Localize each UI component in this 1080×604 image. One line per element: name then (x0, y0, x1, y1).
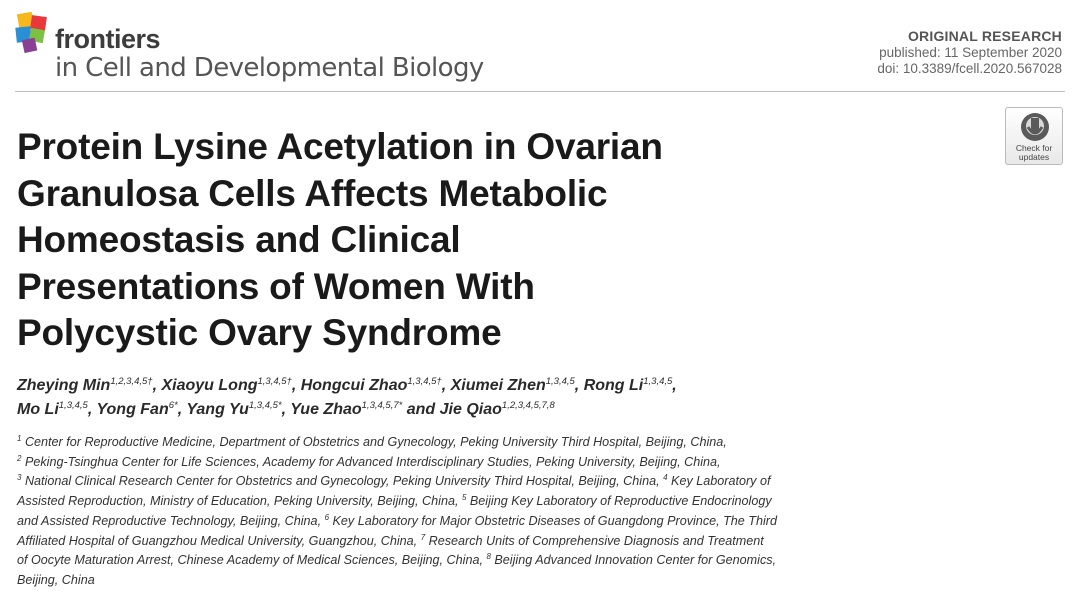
check-for-updates-label: Check for updates (1015, 143, 1053, 162)
author-affiliation-marks: 1,3,4,5† (257, 376, 292, 387)
doi-link[interactable]: doi: 10.3389/fcell.2020.567028 (877, 61, 1062, 76)
affiliation-3: National Clinical Research Center for Ob… (24, 474, 664, 489)
title-line: Homeostasis and Clinical (17, 219, 461, 260)
author-affiliation-marks: 1,2,3,4,5† (110, 376, 153, 387)
frontiers-logo-icon (15, 12, 47, 54)
affiliation-2: Peking-Tsinghua Center for Life Sciences… (24, 454, 721, 469)
author-name[interactable]: Yang Yu (186, 401, 249, 418)
published-date: published: 11 September 2020 (879, 45, 1062, 60)
author-name[interactable]: Mo Li (17, 401, 59, 418)
check-for-updates-icon (1021, 113, 1049, 141)
author-affiliation-marks: 1,3,4,5 (545, 376, 575, 387)
affiliation-6: Key Laboratory for Major Obstetric Disea… (17, 513, 778, 548)
affiliation-1: Center for Reproductive Medicine, Depart… (24, 435, 727, 449)
author-name[interactable]: Hongcui Zhao (300, 377, 408, 394)
author-affiliation-marks: 1,2,3,4,5,7,8 (501, 400, 555, 411)
affiliations: 1 Center for Reproductive Medicine, Depa… (17, 434, 778, 587)
author-affiliation-marks: 1,3,4,5† (407, 376, 442, 387)
affiliation-8: Beijing Advanced Innovation Center for G… (17, 553, 777, 587)
title-line: Presentations of Women With (17, 265, 535, 307)
author-affiliation-marks: 1,3,4,5 (643, 376, 673, 387)
author-affiliation-marks: 1,3,4,5 (58, 400, 88, 411)
article-meta: ORIGINAL RESEARCH published: 11 Septembe… (877, 28, 1062, 76)
affiliation-4: Key Laboratory of Assisted Reproduction,… (17, 474, 771, 509)
author-line: Mo Li1,3,4,5, Yong Fan6*, Yang Yu1,3,4,5… (17, 400, 555, 418)
check-for-updates-button[interactable]: Check for updates (1005, 107, 1063, 165)
author-list: Zheying Min1,2,3,4,5†, Xiaoyu Long1,3,4,… (17, 374, 777, 422)
title-line: Polycystic Ovary Syndrome (17, 312, 502, 353)
author-line: Zheying Min1,2,3,4,5†, Xiaoyu Long1,3,4,… (17, 376, 677, 394)
title-line: Protein Lysine Acetylation in Ovarian (17, 126, 663, 167)
author-affiliation-marks: 1,3,4,5,7* (361, 400, 403, 411)
author-affiliation-marks: 6* (168, 400, 178, 411)
article-type: ORIGINAL RESEARCH (907, 28, 1062, 44)
author-name[interactable]: Xiaoyu Long (161, 377, 258, 394)
article-title: Protein Lysine Acetylation in Ovarian Gr… (17, 124, 797, 357)
author-name[interactable]: Jie Qiao (439, 401, 502, 418)
affiliation-5: Beijing Key Laboratory of Reproductive E… (17, 494, 772, 528)
author-name[interactable]: Rong Li (583, 377, 644, 394)
affiliation-7: Research Units of Comprehensive Diagnosi… (17, 533, 764, 568)
title-line: Granulosa Cells Affects Metabolic (17, 172, 608, 214)
author-name[interactable]: Yue Zhao (290, 401, 362, 418)
journal-subtitle: in Cell and Developmental Biology (55, 53, 484, 83)
author-name[interactable]: Zheying Min (17, 377, 111, 394)
author-name[interactable]: Xiumei Zhen (450, 377, 546, 394)
author-affiliation-marks: 1,3,4,5* (248, 400, 282, 411)
header-divider (15, 91, 1065, 92)
journal-brand-name: frontiers (55, 24, 161, 54)
author-name[interactable]: Yong Fan (96, 401, 169, 418)
